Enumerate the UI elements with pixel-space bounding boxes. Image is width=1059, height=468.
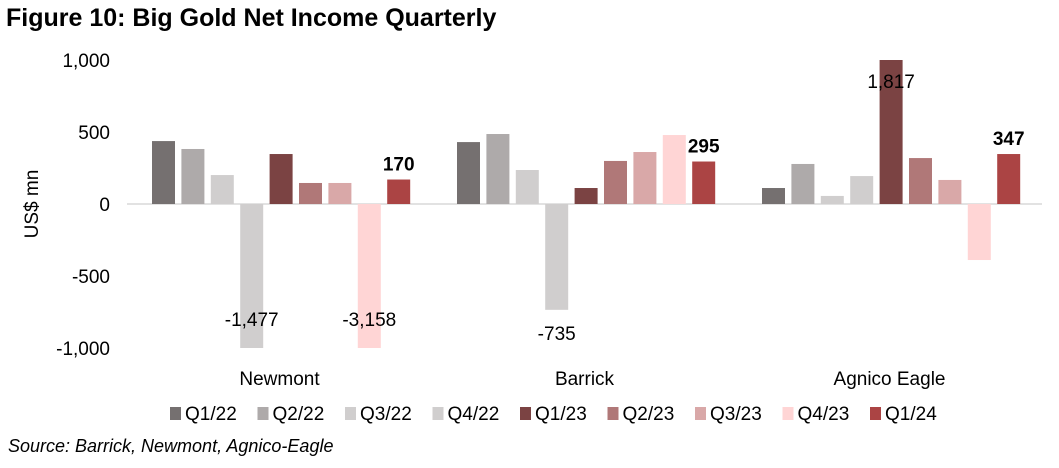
- x-tick-label: Newmont: [239, 369, 320, 390]
- bar-agnico-eagle-Q1-23: [879, 60, 903, 204]
- y-axis-label: US$ mn: [22, 170, 43, 239]
- bar-barrick-Q1-24: [692, 161, 716, 204]
- legend-swatch: [607, 407, 619, 420]
- bar-newmont-Q4-22: [240, 204, 264, 348]
- y-tick-label: -1,000: [56, 339, 110, 360]
- y-tick-label: 500: [78, 123, 110, 144]
- x-tick-label: Agnico Eagle: [834, 369, 946, 390]
- legend-label: Q3/23: [710, 404, 762, 425]
- legend-swatch: [870, 407, 881, 420]
- bar-newmont-Q1-22: [152, 141, 175, 204]
- data-label: 1,817: [867, 72, 915, 93]
- bar-barrick-Q4-22: [545, 204, 569, 310]
- data-label: -735: [538, 324, 576, 345]
- bar-newmont-Q4-23: [357, 204, 381, 348]
- legend-swatch: [257, 407, 269, 420]
- bar-newmont-Q1-23: [269, 154, 293, 204]
- data-label: -1,477: [225, 310, 279, 331]
- bar-barrick-Q1-23: [574, 188, 598, 204]
- bar-barrick-Q2-22: [486, 134, 510, 204]
- legend-label: Q2/22: [273, 404, 325, 425]
- legend-swatch: [432, 407, 444, 420]
- legend-label: Q1/23: [535, 404, 587, 425]
- data-label: -3,158: [342, 310, 396, 331]
- legend-label: Q2/23: [623, 404, 675, 425]
- y-tick-label: -500: [72, 267, 110, 288]
- bar-agnico-eagle-Q2-23: [909, 158, 932, 204]
- legend-label: Q3/22: [360, 404, 412, 425]
- bar-newmont-Q3-22: [210, 175, 234, 204]
- bar-agnico-eagle-Q4-22: [850, 176, 874, 204]
- bar-agnico-eagle-Q1-22: [762, 188, 785, 204]
- legend-label: Q4/23: [798, 404, 850, 425]
- bar-agnico-eagle-Q4-23: [967, 204, 991, 261]
- data-label: 170: [383, 155, 415, 176]
- y-tick-label: 1,000: [62, 51, 110, 72]
- bar-newmont-Q2-23: [299, 182, 322, 204]
- bar-agnico-eagle-Q2-22: [791, 163, 815, 204]
- legend-label: Q1/24: [885, 404, 937, 425]
- bar-barrick-Q4-23: [662, 135, 686, 204]
- x-tick-label: Barrick: [555, 369, 615, 390]
- chart-title: Figure 10: Big Gold Net Income Quarterly: [6, 4, 497, 32]
- bar-agnico-eagle-Q3-23: [938, 179, 962, 204]
- bar-barrick-Q3-23: [633, 152, 657, 204]
- bar-agnico-eagle-Q1-24: [997, 154, 1021, 204]
- legend-swatch: [782, 407, 794, 420]
- legend-swatch: [520, 407, 531, 420]
- legend-label: Q1/22: [185, 404, 237, 425]
- legend-swatch: [695, 407, 706, 420]
- bar-barrick-Q3-22: [515, 170, 539, 204]
- data-label: 347: [993, 129, 1025, 150]
- legend-swatch: [345, 407, 356, 420]
- bar-newmont-Q3-23: [328, 182, 352, 204]
- source-note: Source: Barrick, Newmont, Agnico-Eagle: [8, 436, 334, 456]
- legend-swatch: [170, 407, 181, 420]
- bar-agnico-eagle-Q3-22: [820, 195, 844, 204]
- bar-newmont-Q2-22: [181, 148, 205, 204]
- bar-barrick-Q1-22: [457, 142, 480, 204]
- bar-barrick-Q2-23: [604, 160, 627, 204]
- bar-newmont-Q1-24: [387, 179, 411, 204]
- data-label: 295: [688, 137, 720, 158]
- y-tick-label: 0: [99, 195, 110, 216]
- legend-label: Q4/22: [448, 404, 500, 425]
